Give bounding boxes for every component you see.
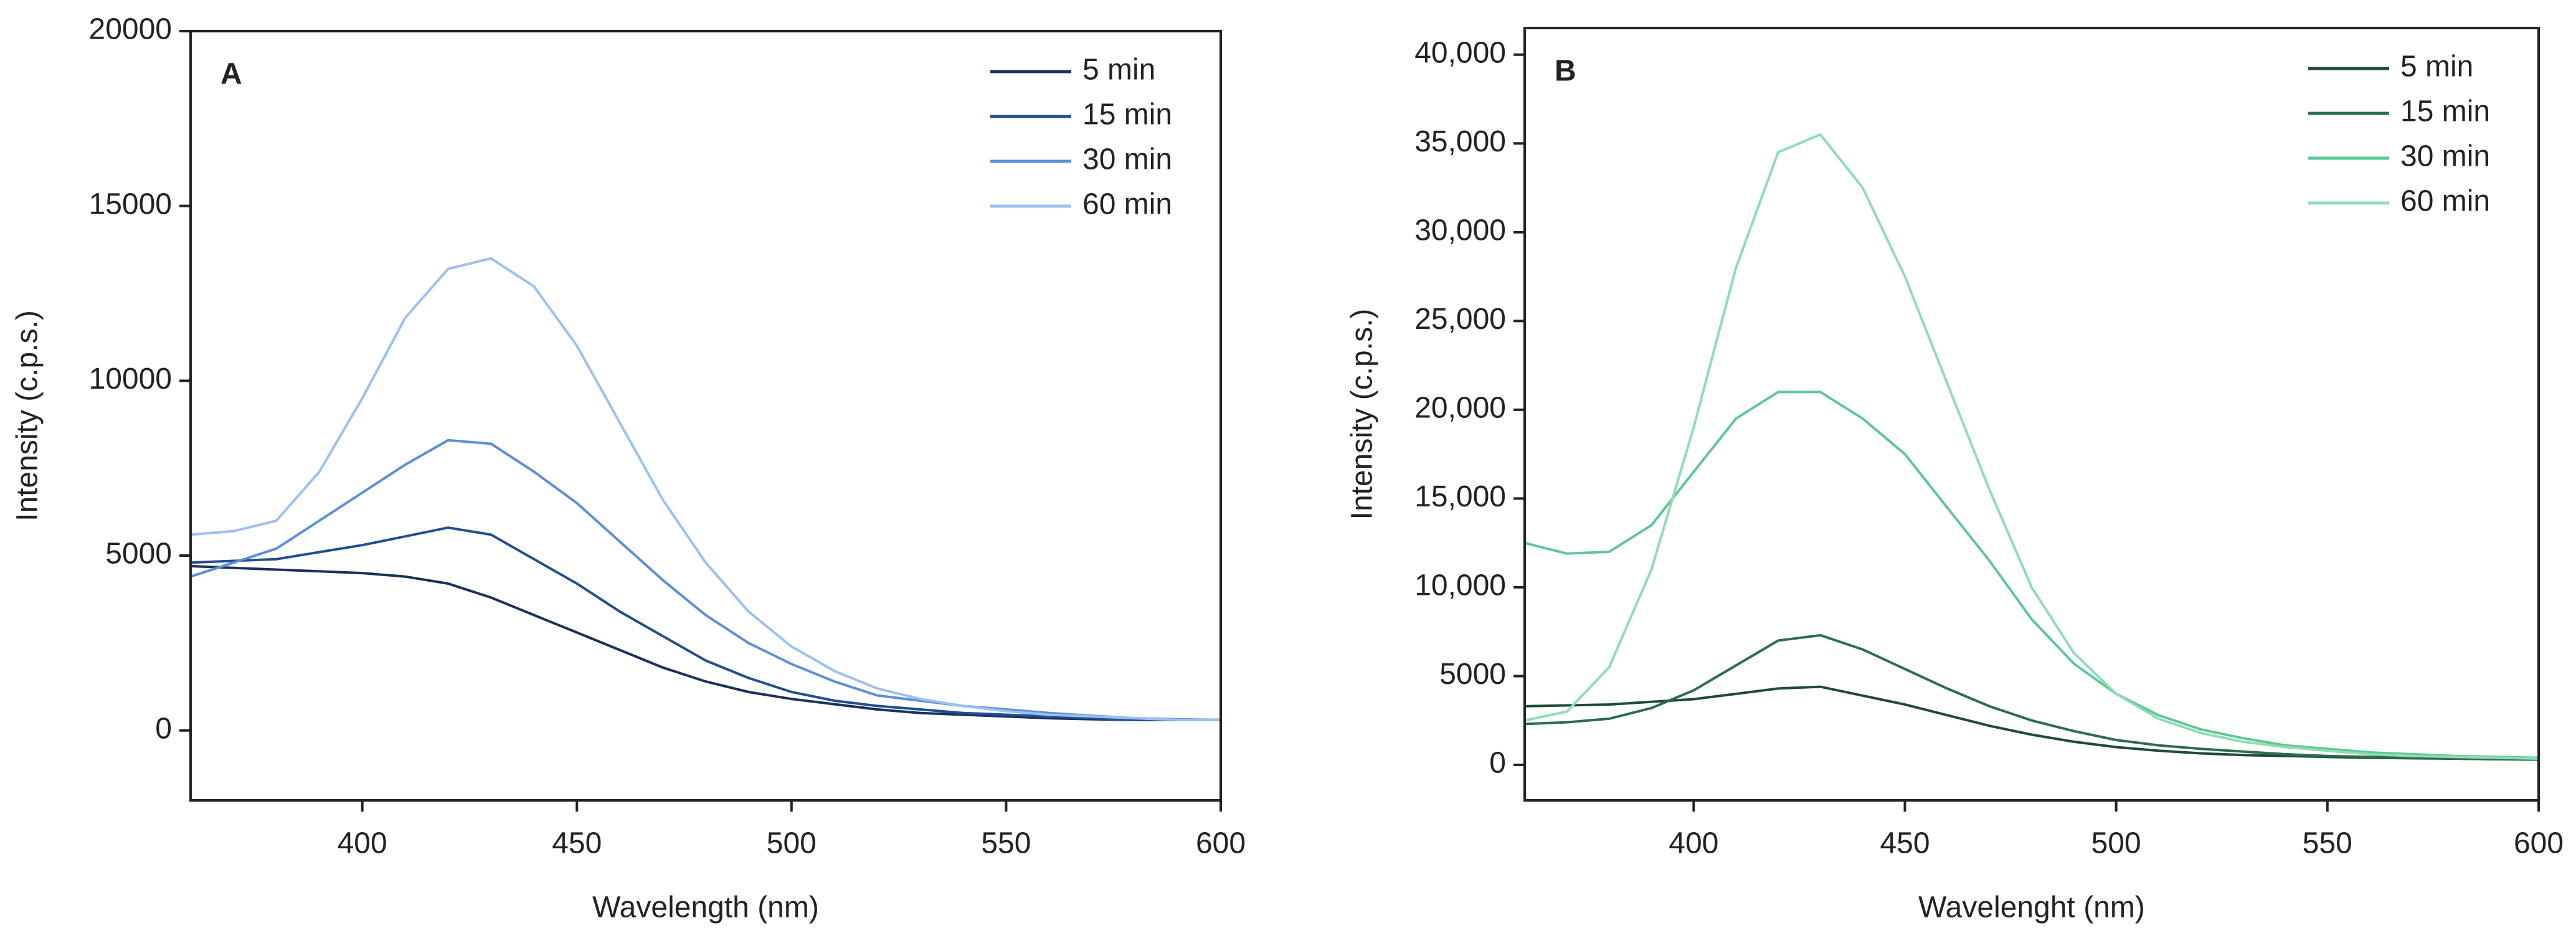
y-tick-label: 25,000 — [1414, 303, 1506, 336]
x-tick-label: 550 — [2303, 827, 2352, 860]
series-line — [1524, 391, 2539, 759]
y-tick-label: 10000 — [89, 363, 172, 396]
series-line — [190, 526, 1221, 721]
legend-label: 60 min — [1082, 188, 1172, 221]
plot-frame — [1523, 27, 2540, 802]
plot-frame — [189, 30, 1222, 802]
x-tick-label: 450 — [1880, 827, 1930, 860]
y-tick-label: 5000 — [1439, 658, 1506, 691]
x-tick-label: 550 — [981, 827, 1031, 860]
x-axis-label: Wavelength (nm) — [592, 891, 819, 924]
y-tick-label: 0 — [1489, 747, 1506, 780]
y-axis-label: Intensity (c.p.s.) — [11, 310, 44, 521]
panel-label: B — [1555, 55, 1576, 88]
legend-label: 15 min — [2400, 95, 2490, 128]
y-axis-label: Intensity (c.p.s.) — [1346, 309, 1379, 520]
legend-label: 60 min — [2400, 185, 2490, 218]
y-tick-label: 0 — [155, 712, 172, 745]
legend-label: 5 min — [1082, 54, 1155, 87]
x-tick-label: 400 — [1669, 827, 1718, 860]
x-tick-label: 500 — [2091, 827, 2141, 860]
x-tick-label: 500 — [767, 827, 817, 860]
x-tick-label: 400 — [338, 827, 387, 860]
y-tick-label: 20,000 — [1414, 392, 1506, 425]
y-tick-label: 40,000 — [1414, 36, 1506, 69]
series-line — [190, 438, 1221, 721]
series-line — [190, 257, 1221, 721]
y-tick-label: 10,000 — [1414, 569, 1506, 602]
legend-label: 15 min — [1082, 98, 1172, 131]
x-axis-label: Wavelenght (nm) — [1918, 891, 2145, 924]
x-tick-label: 450 — [552, 827, 602, 860]
y-tick-label: 20000 — [89, 13, 172, 46]
legend-label: 30 min — [1082, 143, 1172, 176]
legend-label: 30 min — [2400, 140, 2490, 173]
series-line — [1524, 633, 2539, 761]
series-line — [1524, 133, 2539, 760]
series-line — [190, 564, 1221, 721]
y-tick-label: 5000 — [105, 538, 172, 571]
y-tick-label: 15,000 — [1414, 480, 1506, 513]
y-tick-label: 30,000 — [1414, 214, 1506, 247]
panel-label: A — [220, 58, 242, 91]
y-tick-label: 15000 — [89, 187, 172, 220]
x-tick-label: 600 — [2514, 827, 2564, 860]
y-tick-label: 35,000 — [1414, 125, 1506, 158]
x-tick-label: 600 — [1196, 827, 1246, 860]
legend-label: 5 min — [2400, 50, 2473, 83]
